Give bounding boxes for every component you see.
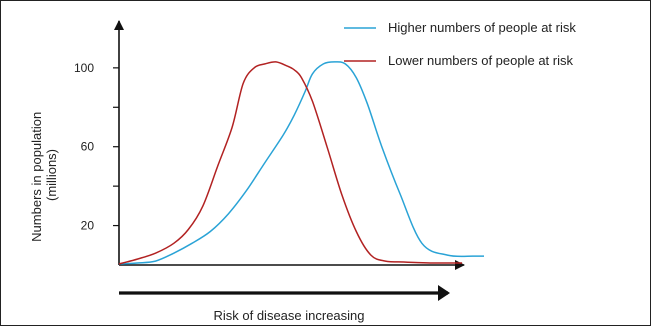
legend-label-lower: Lower numbers of people at risk: [388, 53, 573, 68]
y-tick-label: 60: [81, 140, 95, 154]
series-lines: [118, 61, 485, 265]
y-axis-title: Numbers in population (millions): [29, 108, 59, 242]
risk-arrow-head: [438, 285, 450, 301]
x-axis-title: Risk of disease increasing: [213, 308, 364, 323]
series-line-lower-risk: [118, 61, 463, 265]
y-axis-title-line-2: (millions): [44, 149, 59, 201]
y-tick-label: 100: [74, 61, 94, 75]
legend: Higher numbers of people at risk Lower n…: [344, 20, 576, 68]
y-tick-label: 20: [81, 219, 95, 233]
y-ticks: 20 60 100: [74, 61, 119, 233]
series-line-higher-risk: [118, 61, 485, 265]
legend-label-higher: Higher numbers of people at risk: [388, 20, 576, 35]
y-axis-title-line-1: Numbers in population: [29, 112, 44, 242]
